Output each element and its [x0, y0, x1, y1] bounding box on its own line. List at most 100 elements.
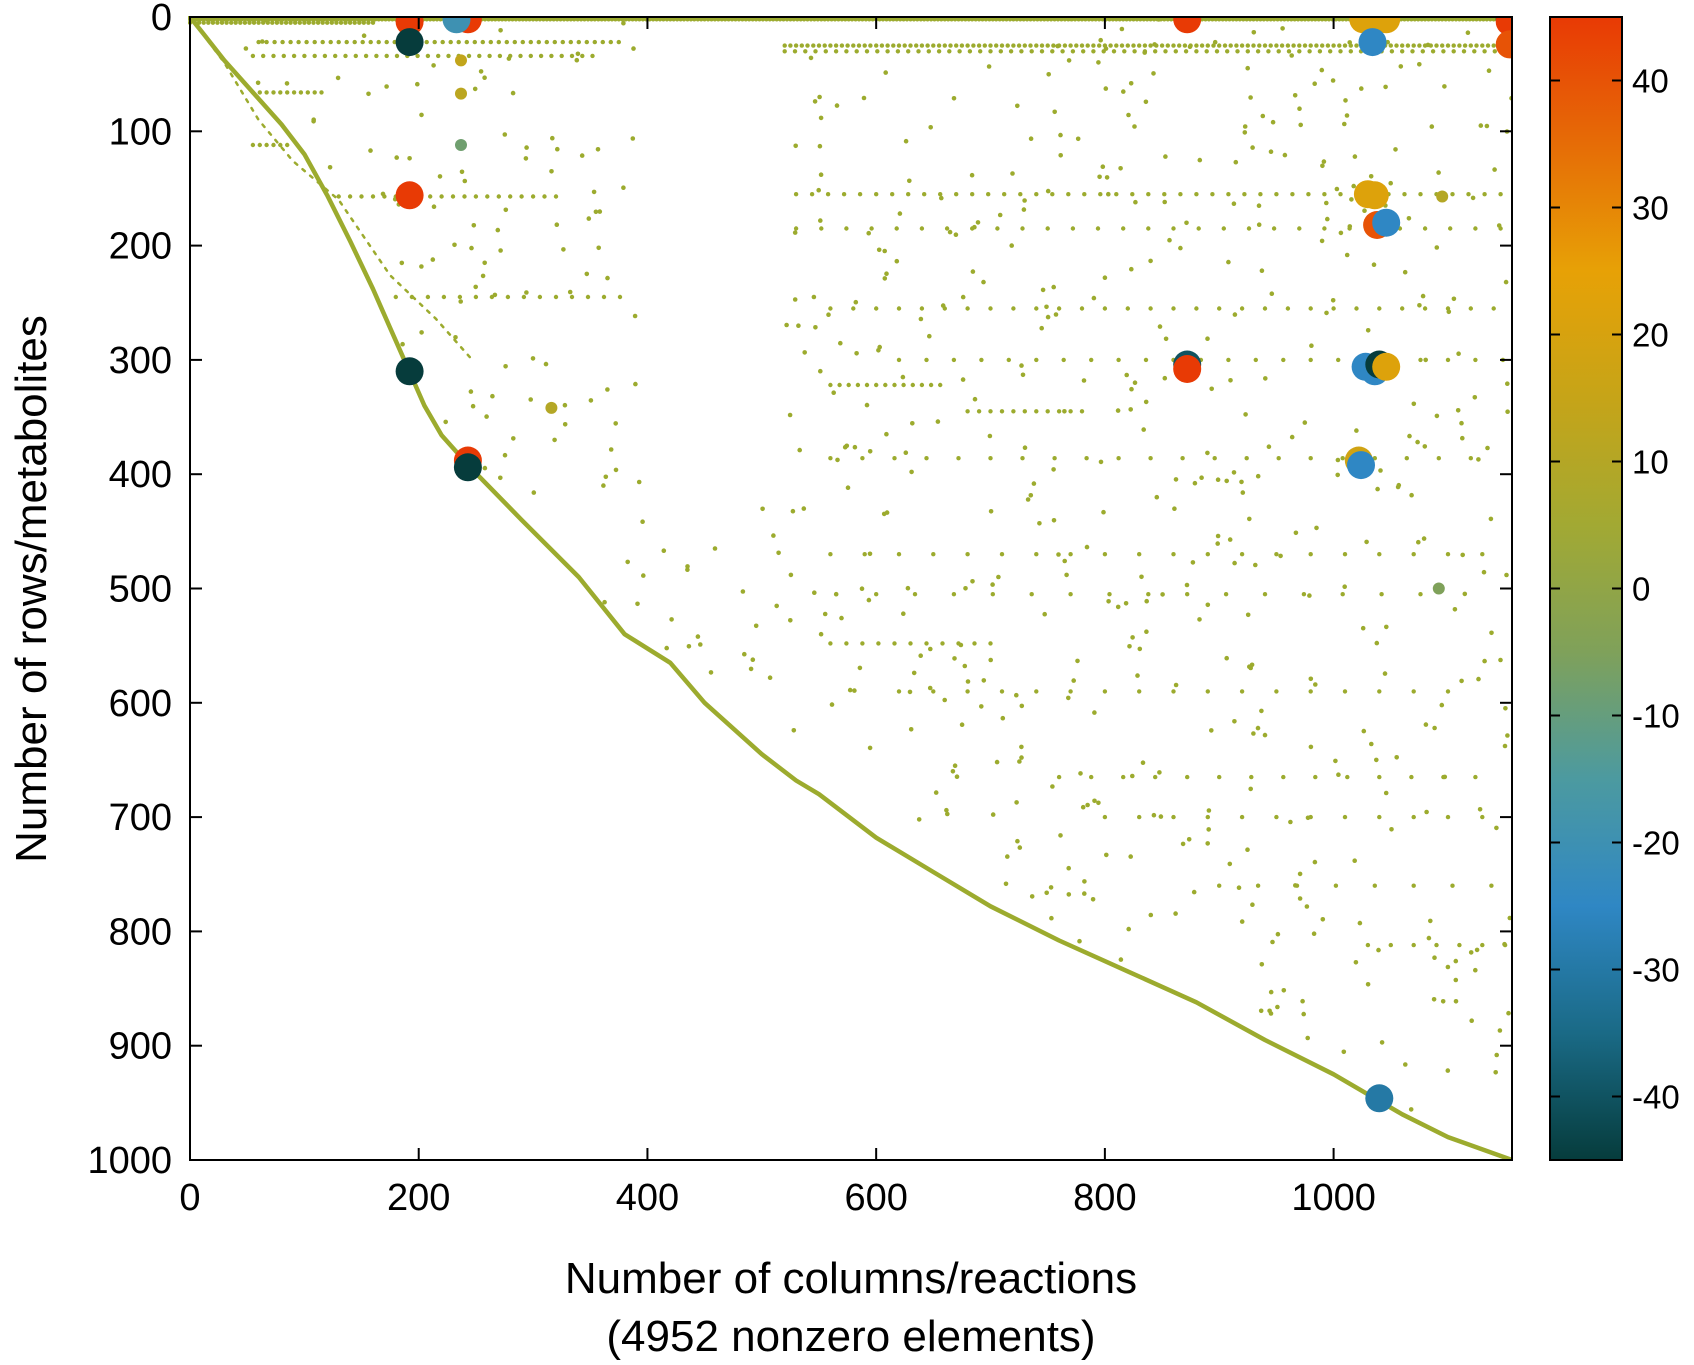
- band-point: [1388, 942, 1394, 948]
- x-tick-label: 1000: [1291, 1177, 1376, 1219]
- band-point: [517, 17, 522, 22]
- scatter-point: [792, 230, 798, 235]
- scatter-point: [492, 292, 498, 298]
- band-point: [1333, 17, 1339, 22]
- band-point: [1441, 49, 1446, 54]
- scatter-point: [1215, 477, 1221, 483]
- band-point: [293, 20, 298, 25]
- scatter-point: [1148, 912, 1154, 918]
- band-point: [1146, 226, 1151, 231]
- upper-diagonal-curve: [188, 16, 472, 359]
- band-point: [280, 17, 285, 22]
- band-point: [828, 43, 833, 48]
- band-point: [1153, 49, 1158, 54]
- band-point: [767, 17, 772, 22]
- band-point: [1281, 774, 1286, 780]
- scatter-point: [901, 611, 906, 616]
- scatter-point: [431, 63, 436, 68]
- band-point: [1271, 226, 1277, 231]
- band-point: [743, 17, 748, 22]
- band-point: [965, 43, 970, 48]
- band-point: [860, 17, 865, 22]
- band-point: [569, 294, 575, 300]
- band-point: [352, 17, 357, 22]
- band-point: [1457, 43, 1462, 48]
- band-point: [280, 39, 285, 45]
- band-point: [1468, 43, 1474, 48]
- scatter-point: [1123, 601, 1129, 606]
- band-point: [898, 17, 903, 22]
- band-point: [1340, 592, 1345, 597]
- scatter-point: [959, 722, 965, 727]
- band-point: [1217, 306, 1222, 311]
- scatter-point: [1157, 324, 1163, 329]
- band-point: [302, 53, 307, 59]
- scatter-point: [997, 212, 1003, 218]
- plot-background: [190, 17, 1512, 1160]
- band-point: [279, 20, 284, 25]
- band-point: [1194, 43, 1199, 48]
- band-point: [331, 17, 337, 22]
- scatter-point: [1278, 553, 1283, 559]
- band-point: [705, 17, 711, 22]
- scatter-point: [1118, 166, 1123, 171]
- scatter-point: [767, 675, 773, 680]
- scatter-point: [574, 57, 580, 63]
- colorbar-tick-label: 10: [1632, 444, 1669, 481]
- band-point: [928, 382, 934, 388]
- band-point: [661, 17, 666, 22]
- band-point: [959, 43, 965, 48]
- band-point: [844, 641, 849, 646]
- band-point: [825, 192, 831, 197]
- band-point: [877, 17, 882, 22]
- colorbar-tick-label: 0: [1632, 571, 1650, 608]
- band-point: [527, 17, 532, 22]
- band-point: [500, 17, 505, 22]
- scatter-point: [1378, 468, 1383, 473]
- band-point: [239, 17, 244, 22]
- scatter-point: [543, 361, 549, 367]
- scatter-point: [495, 227, 501, 233]
- band-point: [1451, 49, 1456, 54]
- scatter-point: [1100, 164, 1106, 169]
- band-point: [338, 17, 344, 22]
- scatter-point: [818, 218, 823, 223]
- band-point: [1011, 17, 1016, 22]
- band-point: [833, 49, 839, 54]
- band-point: [428, 17, 433, 22]
- scatter-point: [1226, 259, 1231, 265]
- scatter-point: [1058, 132, 1063, 138]
- band-point: [1239, 814, 1245, 820]
- scatter-point: [817, 143, 823, 149]
- scatter-point: [750, 657, 756, 662]
- y-axis-title: Number of rows/metabolites: [7, 315, 56, 863]
- band-point: [1050, 192, 1055, 197]
- band-point: [875, 49, 880, 54]
- band-point: [868, 43, 873, 48]
- scatter-point: [1293, 883, 1298, 888]
- scatter-point: [562, 402, 568, 408]
- large-marker: [395, 181, 424, 210]
- band-point: [1114, 192, 1119, 197]
- scatter-point: [1255, 725, 1261, 731]
- band-point: [678, 17, 683, 22]
- band-point: [257, 142, 262, 148]
- band-point: [1426, 17, 1431, 22]
- scatter-point: [1053, 312, 1059, 317]
- scatter-point: [1124, 372, 1129, 378]
- band-point: [208, 17, 213, 22]
- band-point: [1228, 43, 1233, 48]
- scatter-point: [1037, 521, 1042, 526]
- scatter-point: [1028, 493, 1034, 498]
- band-point: [1481, 17, 1486, 22]
- band-point: [366, 20, 371, 25]
- scatter-point: [1425, 42, 1431, 48]
- band-point: [997, 17, 1002, 22]
- large-marker: [395, 357, 424, 386]
- band-point: [1153, 774, 1158, 780]
- scatter-point: [826, 312, 831, 318]
- band-point: [1308, 689, 1313, 694]
- scatter-point: [1090, 897, 1096, 902]
- scatter-point: [1256, 203, 1262, 208]
- band-point: [1111, 49, 1117, 54]
